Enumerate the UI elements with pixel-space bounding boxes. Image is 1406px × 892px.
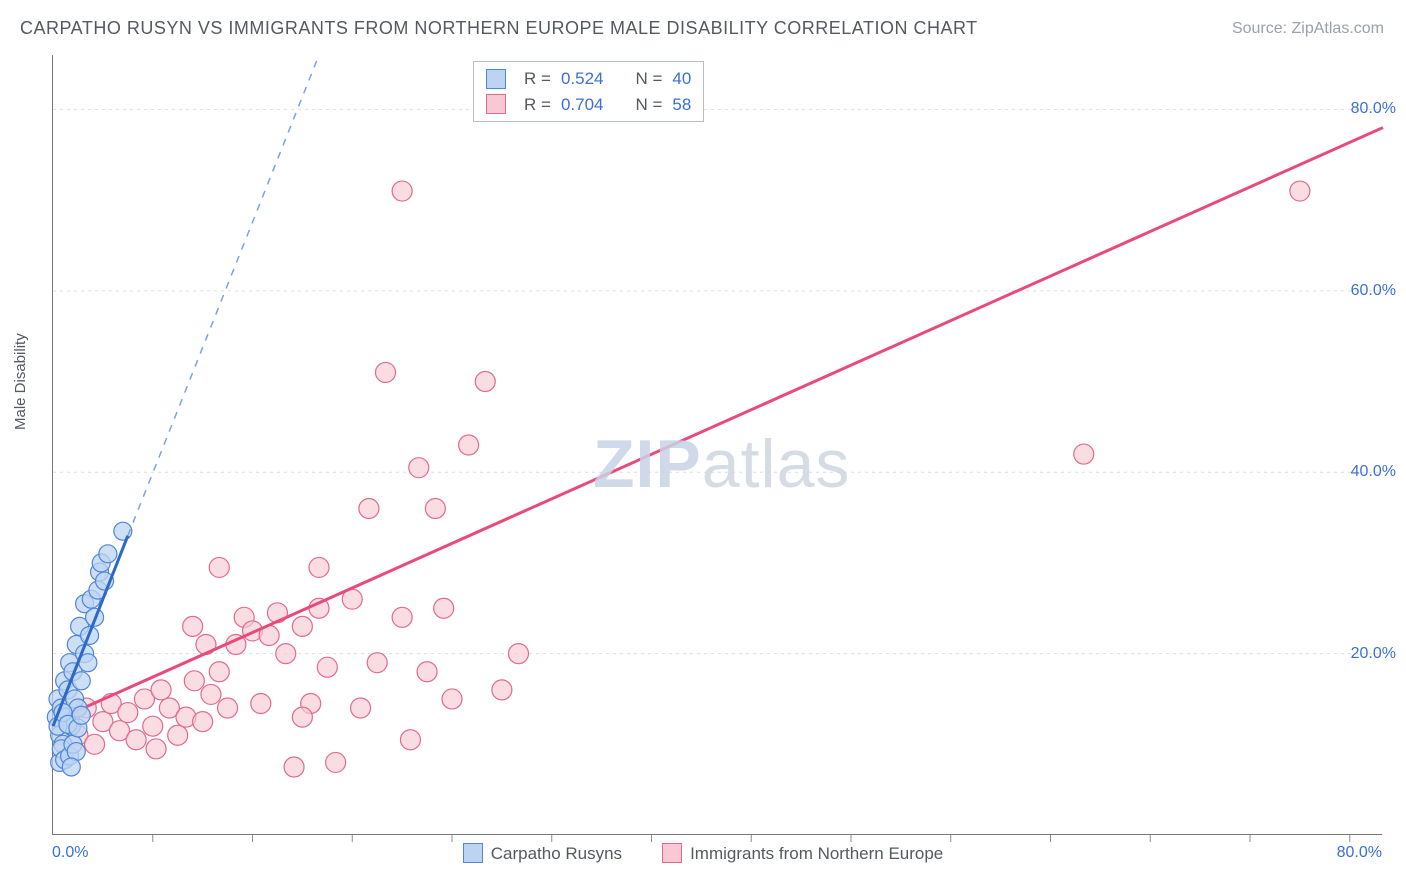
y-tick-label: 60.0% — [1351, 282, 1396, 300]
y-tick-label: 40.0% — [1351, 463, 1396, 481]
legend-label: Carpatho Rusyns — [491, 844, 622, 863]
r-label: R = — [524, 66, 551, 92]
source-link[interactable]: ZipAtlas.com — [1292, 20, 1384, 37]
x-series-legend: Carpatho Rusyns Immigrants from Northern … — [0, 843, 1406, 864]
legend-swatch-icon — [662, 843, 682, 863]
r-value: 0.524 — [561, 66, 604, 92]
legend-item: Carpatho Rusyns — [463, 843, 622, 864]
chart-container: CARPATHO RUSYN VS IMMIGRANTS FROM NORTHE… — [0, 0, 1406, 892]
plot-svg — [53, 55, 1382, 834]
r-value: 0.704 — [561, 92, 604, 118]
y-tick-label: 80.0% — [1351, 100, 1396, 118]
y-tick-label: 20.0% — [1351, 645, 1396, 663]
legend-swatch-icon — [486, 94, 506, 114]
correlation-legend: R = 0.524 N = 40 R = 0.704 N = 58 — [473, 61, 704, 122]
plot-area: R =0.524N =40R =0.704N =58 ZIPatlas — [52, 55, 1382, 835]
r-label: R = — [524, 92, 551, 118]
n-label: N = — [635, 66, 662, 92]
n-label: N = — [635, 92, 662, 118]
y-axis-label: Male Disability — [12, 333, 29, 430]
source-prefix: Source: — [1232, 20, 1292, 37]
n-value: 40 — [672, 66, 691, 92]
correlation-row: R = 0.704 N = 58 — [486, 92, 691, 118]
correlation-row: R = 0.524 N = 40 — [486, 66, 691, 92]
n-value: 58 — [672, 92, 691, 118]
legend-swatch-icon — [463, 843, 483, 863]
chart-title: CARPATHO RUSYN VS IMMIGRANTS FROM NORTHE… — [20, 18, 978, 39]
legend-item: Immigrants from Northern Europe — [662, 843, 943, 864]
legend-label: Immigrants from Northern Europe — [690, 844, 943, 863]
legend-swatch-icon — [486, 69, 506, 89]
source-attribution: Source: ZipAtlas.com — [1232, 20, 1384, 38]
